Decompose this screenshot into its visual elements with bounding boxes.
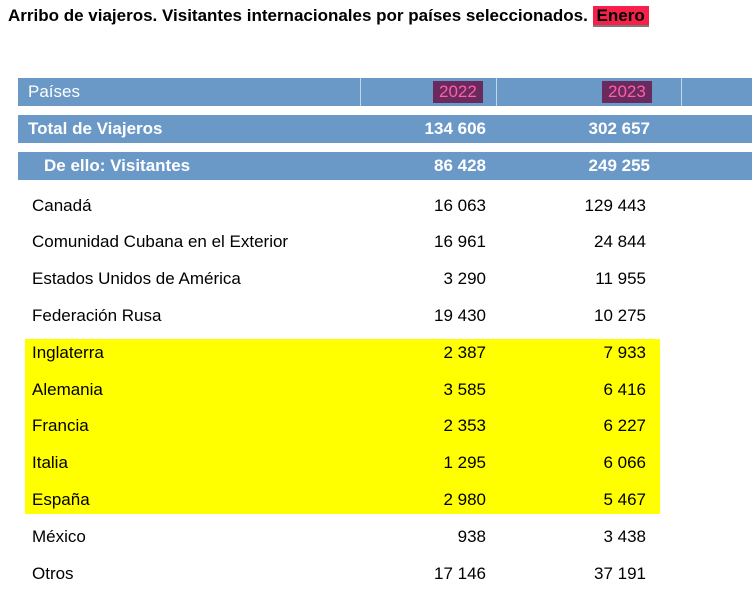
country-name: Italia: [32, 452, 68, 472]
table-header: Países 2022 2023: [18, 78, 752, 106]
table-row: España 2 980 5 467: [0, 481, 754, 518]
value-2023: 6 066: [603, 452, 646, 472]
header-year-2023: 2023: [602, 81, 652, 103]
table-row: Italia 1 295 6 066: [0, 444, 754, 481]
value-2022: 19 430: [434, 305, 486, 325]
total-2022: 134 606: [424, 119, 486, 138]
country-name: Francia: [32, 415, 89, 435]
value-2023: 10 275: [594, 305, 646, 325]
country-name: Otros: [32, 563, 74, 583]
table-row: Alemania 3 585 6 416: [0, 371, 754, 408]
value-2023: 129 443: [584, 195, 646, 215]
country-name: México: [32, 526, 86, 546]
total-row: Total de Viajeros 134 606 302 657: [18, 115, 752, 143]
table-row: Inglaterra 2 387 7 933: [0, 334, 754, 371]
visitors-2023: 249 255: [588, 156, 650, 175]
header-paises: Países: [28, 82, 80, 101]
value-2022: 16 063: [434, 195, 486, 215]
value-2022: 2 980: [443, 489, 486, 509]
total-2023: 302 657: [588, 119, 650, 138]
value-2023: 24 844: [594, 231, 646, 251]
country-name: Inglaterra: [32, 342, 104, 362]
value-2022: 16 961: [434, 231, 486, 251]
country-name: Canadá: [32, 195, 92, 215]
table-row: Comunidad Cubana en el Exterior 16 961 2…: [0, 223, 754, 260]
country-name: Comunidad Cubana en el Exterior: [32, 231, 289, 251]
value-2022: 3 585: [443, 379, 486, 399]
month-badge: Enero: [592, 6, 649, 27]
country-name: Alemania: [32, 379, 103, 399]
visitors-2022: 86 428: [434, 156, 486, 175]
title-text: Arribo de viajeros. Visitantes internaci…: [8, 6, 588, 25]
value-2022: 17 146: [434, 563, 486, 583]
value-2022: 938: [457, 526, 486, 546]
table-row: México 938 3 438: [0, 518, 754, 555]
value-2023: 6 227: [603, 415, 646, 435]
country-name: Estados Unidos de América: [32, 268, 241, 288]
value-2022: 1 295: [443, 452, 486, 472]
value-2023: 7 933: [603, 342, 646, 362]
country-name: Federación Rusa: [32, 305, 162, 325]
value-2022: 2 353: [443, 415, 486, 435]
page-title: Arribo de viajeros. Visitantes internaci…: [8, 6, 649, 27]
value-2023: 3 438: [603, 526, 646, 546]
value-2023: 11 955: [595, 268, 646, 288]
value-2022: 2 387: [443, 342, 486, 362]
table-row: Federación Rusa 19 430 10 275: [0, 297, 754, 334]
table-row: Francia 2 353 6 227: [0, 407, 754, 444]
value-2022: 3 290: [443, 268, 486, 288]
visitors-label: De ello: Visitantes: [44, 156, 191, 175]
value-2023: 6 416: [603, 379, 646, 399]
table-row: Canadá 16 063 129 443: [0, 187, 754, 224]
visitors-row: De ello: Visitantes 86 428 249 255: [18, 152, 752, 180]
total-label: Total de Viajeros: [28, 119, 163, 138]
value-2023: 5 467: [603, 489, 646, 509]
header-year-2022: 2022: [433, 81, 483, 103]
country-name: España: [32, 489, 90, 509]
highlight-europe: [25, 339, 660, 514]
value-2023: 37 191: [594, 563, 646, 583]
table-row: Otros 17 146 37 191: [0, 555, 754, 592]
table-row: Estados Unidos de América 3 290 11 955: [0, 260, 754, 297]
